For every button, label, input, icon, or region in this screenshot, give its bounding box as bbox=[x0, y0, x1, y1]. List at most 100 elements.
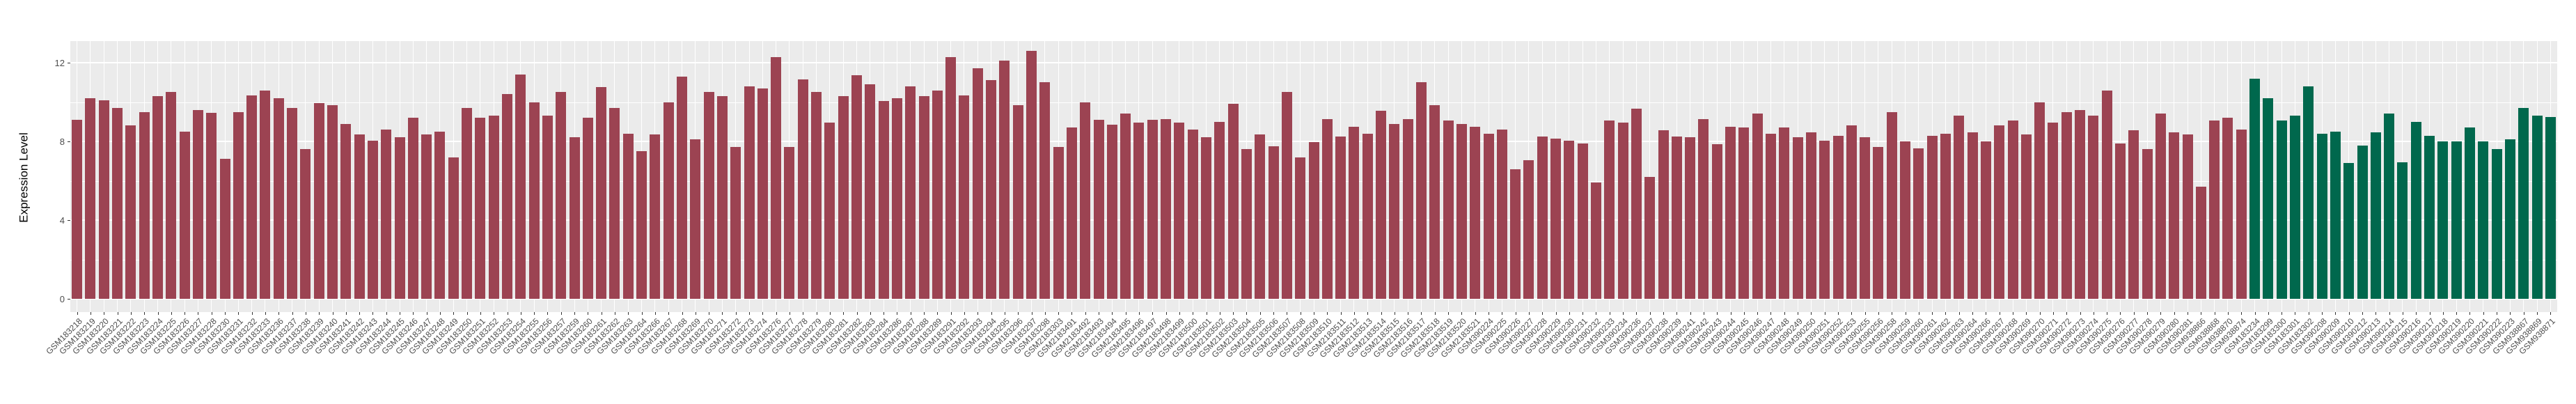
bar bbox=[757, 88, 768, 299]
bar bbox=[1604, 121, 1615, 299]
x-tick-mark bbox=[534, 312, 535, 315]
bar bbox=[1120, 114, 1131, 299]
x-tick-mark bbox=[1018, 312, 1019, 315]
bar bbox=[313, 102, 324, 299]
bar bbox=[475, 118, 486, 299]
x-tick-mark bbox=[1340, 312, 1342, 315]
bar bbox=[851, 75, 863, 299]
y-axis-title: Expression Level bbox=[17, 132, 31, 223]
bar bbox=[636, 151, 647, 299]
x-tick-mark bbox=[1555, 312, 1557, 315]
x-tick-mark bbox=[2335, 312, 2337, 315]
x-tick-mark bbox=[1864, 312, 1866, 315]
bar bbox=[1161, 118, 1172, 299]
x-tick-mark bbox=[924, 312, 925, 315]
bar bbox=[219, 159, 230, 299]
bar bbox=[2128, 130, 2139, 299]
x-tick-mark bbox=[682, 312, 683, 315]
bar bbox=[327, 104, 338, 299]
bar bbox=[1617, 123, 1628, 299]
bar bbox=[2169, 132, 2180, 299]
x-tick-mark bbox=[2120, 312, 2121, 315]
bar bbox=[1873, 147, 1884, 299]
bar bbox=[2545, 116, 2556, 299]
bar bbox=[448, 157, 459, 299]
bar bbox=[569, 137, 580, 299]
x-tick-mark bbox=[1327, 312, 1328, 315]
bar bbox=[1537, 136, 1548, 299]
bar bbox=[206, 113, 217, 299]
bar bbox=[2289, 116, 2300, 299]
x-tick-mark bbox=[1958, 312, 1960, 315]
bar bbox=[1900, 141, 1911, 299]
bar bbox=[838, 96, 849, 299]
bar bbox=[2316, 133, 2327, 299]
bar bbox=[2357, 145, 2368, 299]
bar bbox=[1066, 127, 1077, 299]
bar bbox=[528, 102, 540, 299]
x-tick-mark bbox=[1475, 312, 1476, 315]
bar bbox=[2531, 116, 2543, 299]
bar bbox=[1295, 157, 1306, 299]
bar bbox=[1577, 143, 1588, 299]
x-tick-mark bbox=[1784, 312, 1785, 315]
x-tick-mark bbox=[1259, 312, 1261, 315]
bar bbox=[407, 118, 418, 299]
bar bbox=[1752, 114, 1763, 299]
bar bbox=[287, 107, 298, 299]
y-tick-label: 0 bbox=[59, 294, 65, 304]
bar bbox=[1523, 160, 1534, 299]
bar bbox=[1644, 176, 1656, 299]
x-tick-mark bbox=[950, 312, 952, 315]
x-tick-mark bbox=[1676, 312, 1678, 315]
bar bbox=[1765, 133, 1776, 299]
bar bbox=[179, 131, 190, 299]
x-tick-mark bbox=[1757, 312, 1759, 315]
bar bbox=[367, 140, 378, 299]
x-tick-mark bbox=[1152, 312, 1154, 315]
x-tick-mark bbox=[372, 312, 374, 315]
x-tick-mark bbox=[1972, 312, 1974, 315]
bar bbox=[2451, 141, 2462, 299]
bar bbox=[2020, 134, 2032, 299]
x-tick-mark bbox=[2066, 312, 2068, 315]
bar bbox=[1792, 137, 1803, 299]
x-tick-mark bbox=[1945, 312, 1947, 315]
x-tick-mark bbox=[359, 312, 361, 315]
bar bbox=[1967, 132, 1978, 299]
bar bbox=[2410, 121, 2421, 299]
x-tick-mark bbox=[2375, 312, 2377, 315]
bar bbox=[1805, 132, 1816, 299]
bar bbox=[1456, 123, 1467, 299]
x-tick-mark bbox=[2322, 312, 2323, 315]
bar bbox=[622, 133, 634, 299]
x-tick-mark bbox=[2510, 312, 2511, 315]
x-tick-mark bbox=[654, 312, 656, 315]
bar bbox=[824, 123, 835, 299]
bar bbox=[596, 87, 607, 299]
bar bbox=[502, 94, 512, 299]
bar bbox=[986, 80, 997, 299]
bar bbox=[1402, 118, 1413, 299]
x-tick-mark bbox=[2147, 312, 2149, 315]
x-tick-mark bbox=[883, 312, 885, 315]
x-tick-mark bbox=[641, 312, 643, 315]
bar bbox=[1255, 134, 1266, 299]
bar bbox=[677, 76, 688, 299]
bar bbox=[1093, 119, 1104, 299]
x-tick-mark bbox=[2442, 312, 2444, 315]
x-tick-mark bbox=[722, 312, 723, 315]
x-tick-mark bbox=[2241, 312, 2243, 315]
x-tick-mark bbox=[977, 312, 979, 315]
bar bbox=[1860, 137, 1871, 299]
x-tick-mark bbox=[964, 312, 965, 315]
x-tick-mark bbox=[2133, 312, 2135, 315]
bar bbox=[1053, 147, 1064, 299]
bar bbox=[811, 92, 822, 299]
bar bbox=[703, 92, 714, 299]
bar bbox=[1954, 116, 1965, 299]
x-tick-mark bbox=[2052, 312, 2054, 315]
x-tick-mark bbox=[292, 312, 293, 315]
x-tick-mark bbox=[1811, 312, 1812, 315]
bar bbox=[85, 98, 96, 299]
